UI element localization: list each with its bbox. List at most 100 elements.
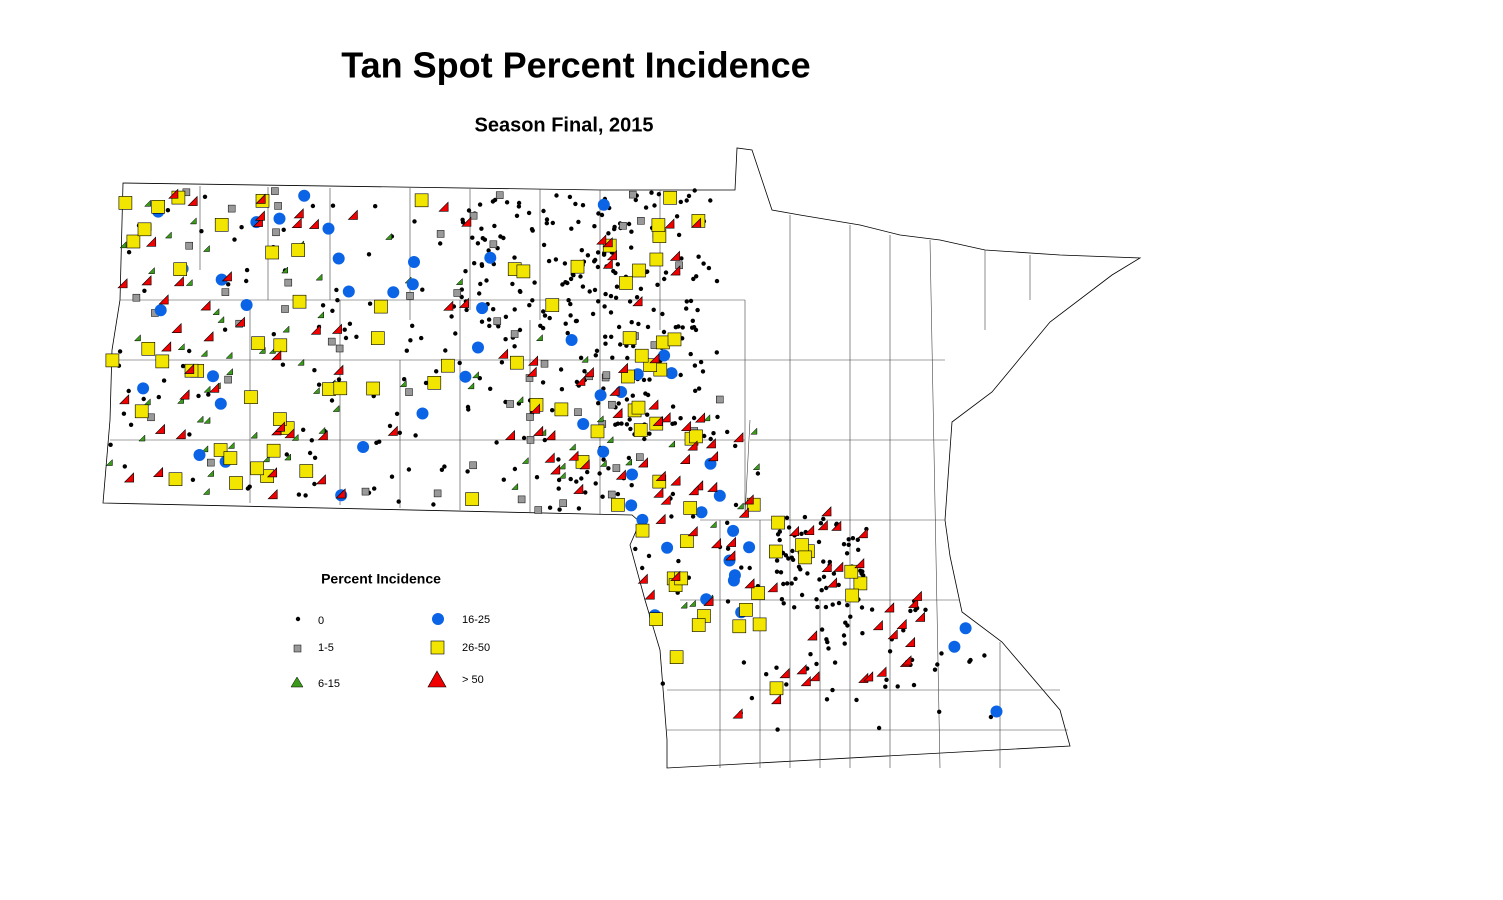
site-marker [254,210,265,221]
site-marker [132,293,141,302]
site-marker [648,399,659,410]
site-marker [501,235,506,241]
site-marker [913,607,918,613]
site-marker [482,237,488,242]
site-marker [680,601,688,609]
site-marker [315,273,323,281]
site-marker [606,466,611,471]
site-marker [649,352,660,364]
site-marker [733,502,739,508]
site-marker [832,660,838,665]
site-marker [282,325,290,333]
site-marker [479,319,485,324]
site-marker [649,252,664,267]
site-marker [573,318,579,324]
site-marker [126,250,132,255]
site-marker [824,585,829,591]
site-marker [455,277,463,285]
site-marker [312,481,317,487]
site-marker [846,537,851,542]
site-marker [688,484,699,496]
site-marker [876,666,887,677]
site-marker [781,581,786,587]
site-marker [229,476,243,490]
site-marker [464,307,469,313]
site-marker [547,315,552,321]
site-marker [668,440,676,448]
site-marker [609,334,614,339]
site-marker [619,421,624,426]
site-marker [725,550,736,561]
site-marker [601,457,606,462]
site-marker [465,469,470,474]
site-marker [939,651,944,656]
site-marker [649,612,663,627]
site-marker [809,671,820,682]
site-marker [563,321,568,326]
site-marker [850,536,856,541]
site-marker [846,542,851,547]
site-marker [684,198,689,203]
site-marker [638,286,644,291]
site-marker [663,270,669,275]
site-marker [595,250,601,255]
site-marker [817,577,822,582]
site-marker [631,343,636,349]
site-marker [830,602,835,607]
site-marker [856,547,861,552]
site-marker [568,450,579,461]
site-marker [292,294,307,309]
site-marker [854,697,859,703]
site-marker [558,471,566,479]
site-marker [744,578,755,589]
site-marker [273,412,287,426]
site-marker [683,501,698,515]
site-marker [343,335,349,341]
site-marker [751,586,765,600]
site-marker [679,453,690,464]
site-marker [332,252,345,265]
site-marker [563,280,568,285]
site-marker [651,218,666,232]
site-marker [937,709,942,714]
site-marker [580,203,586,208]
site-marker [185,278,193,286]
site-marker [703,414,711,422]
site-marker [541,242,547,248]
site-marker [625,458,633,466]
site-marker [465,492,479,506]
site-marker [431,502,436,507]
site-marker [506,400,514,408]
site-marker [836,600,842,606]
site-marker [667,332,682,347]
site-marker [272,228,280,237]
legend-symbol [290,676,304,688]
site-marker [625,499,638,512]
site-marker [569,226,574,231]
site-marker [578,355,584,360]
site-marker [690,217,702,228]
site-marker [825,639,830,645]
site-marker [512,255,517,260]
site-marker [656,192,662,197]
site-marker [240,299,253,311]
site-marker [786,525,792,530]
site-marker [202,244,210,252]
site-marker [203,416,211,424]
site-marker [660,412,671,423]
site-marker [833,561,844,572]
site-marker [469,211,478,220]
legend: Percent Incidence 0 1-5 6-15 16-25 26-50… [290,571,490,690]
site-marker [347,209,358,220]
site-marker [486,248,491,253]
site-marker [914,611,925,622]
site-marker [310,324,321,335]
site-marker [154,423,165,434]
site-marker [609,385,620,396]
site-marker [687,525,698,537]
site-marker [152,466,164,477]
site-marker [779,597,785,602]
site-marker [713,489,726,502]
site-marker [489,240,498,249]
site-marker [630,393,635,398]
